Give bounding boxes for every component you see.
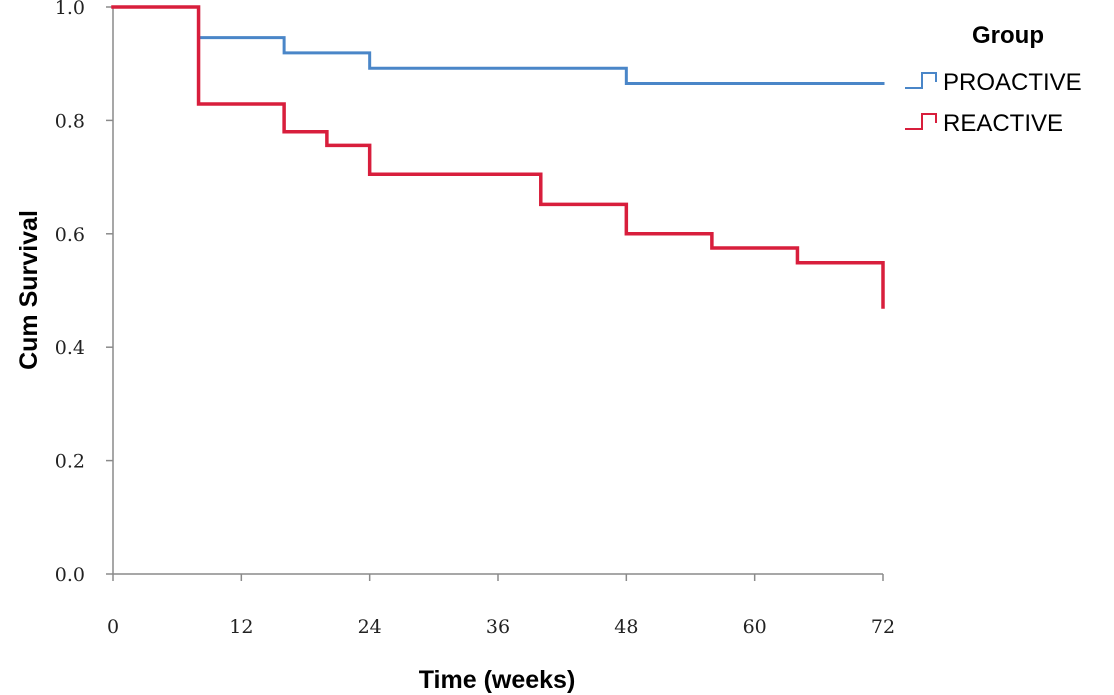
legend: Group PROACTIVE REACTIVE xyxy=(905,22,1082,137)
y-tick-label: 1.0 xyxy=(55,0,85,19)
y-tick-label: 0.2 xyxy=(55,451,85,473)
y-ticks: 0.0 0.2 0.4 0.6 0.8 1.0 xyxy=(55,0,113,586)
legend-swatch-reactive xyxy=(905,113,937,130)
x-tick-label: 48 xyxy=(614,616,638,638)
legend-swatch-proactive xyxy=(905,72,937,89)
y-tick-label: 0.4 xyxy=(55,337,85,359)
series-group xyxy=(111,5,885,309)
x-axis-title: Time (weeks) xyxy=(419,666,576,694)
y-tick-label: 0.0 xyxy=(55,564,85,586)
y-axis-title: Cum Survival xyxy=(15,210,43,370)
x-tick-label: 0 xyxy=(107,616,119,638)
y-tick-label: 0.8 xyxy=(55,110,85,132)
axes: 0 12 24 36 48 60 72 0.0 0.2 0.4 0.6 0.8 1.0 xyxy=(55,0,895,638)
series-line-proactive xyxy=(111,5,885,86)
legend-items: PROACTIVE REACTIVE xyxy=(905,69,1082,137)
legend-label-reactive: REACTIVE xyxy=(943,110,1063,137)
y-tick-label: 0.6 xyxy=(55,224,85,246)
legend-title: Group xyxy=(972,22,1044,49)
series-line-reactive xyxy=(111,5,885,309)
x-tick-label: 60 xyxy=(743,616,767,638)
x-tick-label: 12 xyxy=(229,616,253,638)
legend-label-proactive: PROACTIVE xyxy=(943,69,1082,96)
x-tick-label: 24 xyxy=(358,616,382,638)
x-ticks: 0 12 24 36 48 60 72 xyxy=(107,574,895,638)
x-tick-label: 36 xyxy=(486,616,510,638)
x-tick-label: 72 xyxy=(871,616,895,638)
